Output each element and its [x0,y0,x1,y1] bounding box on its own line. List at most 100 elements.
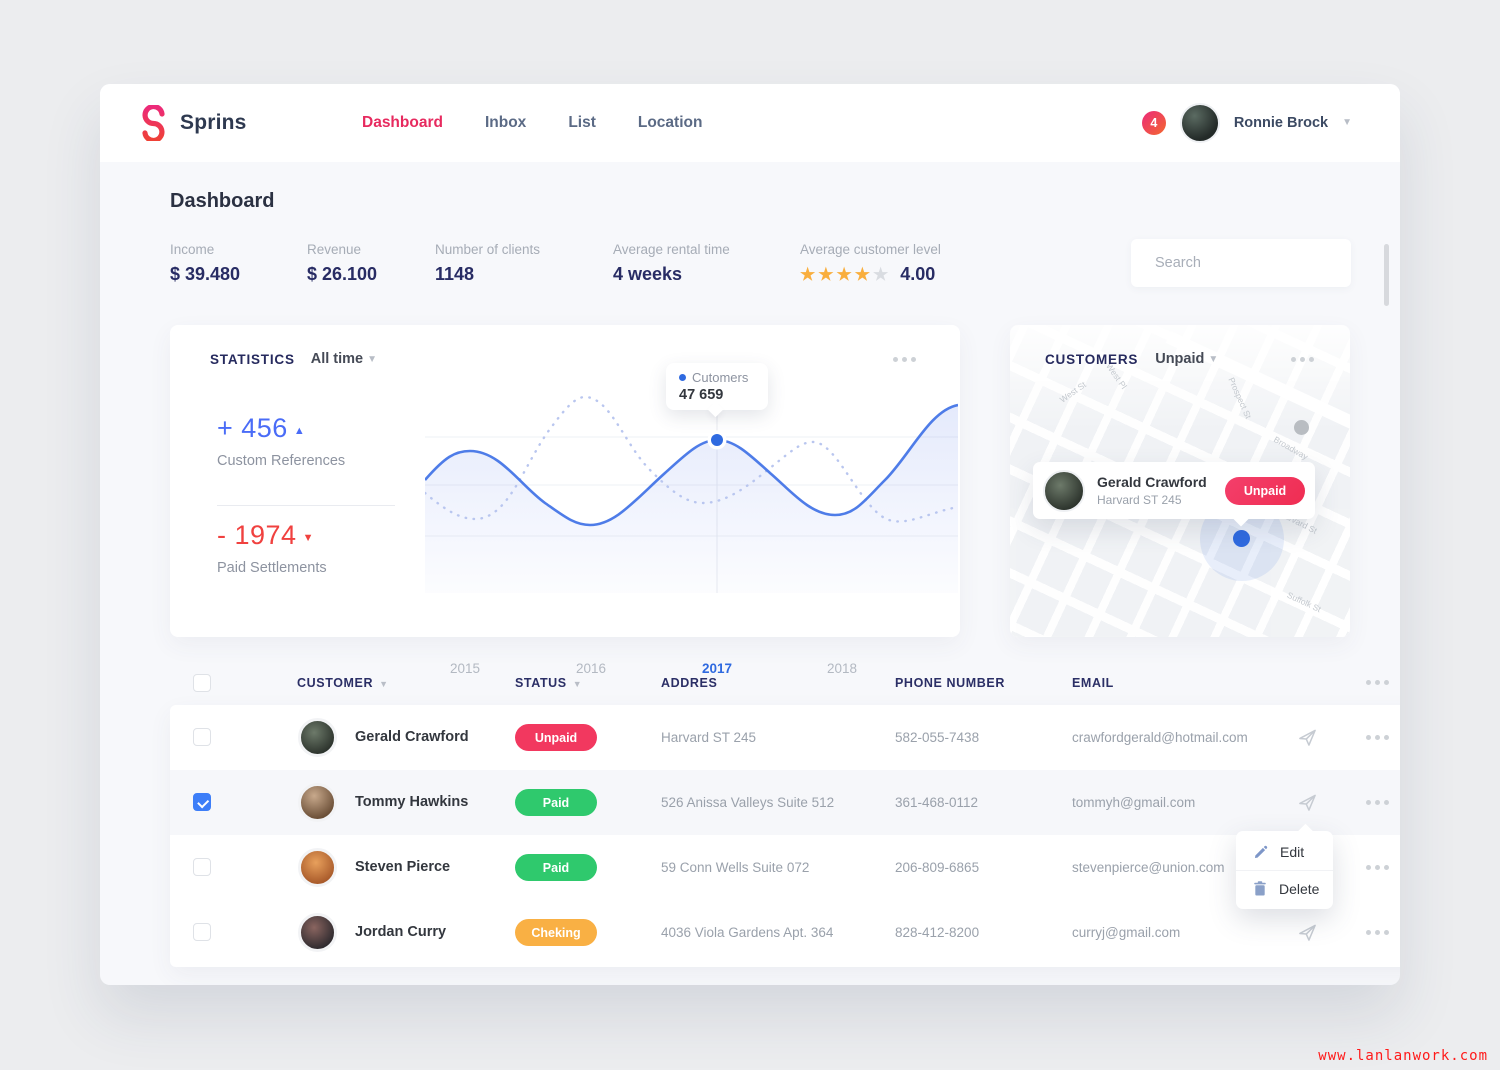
notification-badge[interactable]: 4 [1141,111,1166,135]
menu-item-delete[interactable]: Delete [1236,870,1333,906]
nav-location[interactable]: Location [637,114,703,131]
statistics-chart: 2015 2016 2017 2018 [423,385,960,676]
col-address[interactable]: ADDRES [661,676,718,690]
row-context-menu: Edit Delete [1236,831,1333,909]
metric-paid-settlements: - 1974 ▼ Paid Settlements [217,520,327,576]
col-email[interactable]: EMAIL [1072,676,1114,690]
row-more-menu[interactable] [1366,930,1389,935]
table-more-menu[interactable] [1366,680,1389,685]
customer-email: tommyh@gmail.com [1072,795,1196,810]
stat-rental-time: Average rental time 4 weeks [613,242,730,285]
row-checkbox[interactable] [193,923,211,941]
customer-phone: 206-809-6865 [895,860,980,875]
customer-popup-name: Gerald Crawford [1097,474,1207,490]
customers-more-menu[interactable] [1291,357,1314,362]
row-avatar [298,913,337,952]
nav-list[interactable]: List [568,114,596,131]
chart-tooltip: Cutomers 47 659 [666,363,768,410]
metric-label: Custom References [217,453,346,469]
header-right: 4 Ronnie Brock [1141,84,1352,162]
send-icon[interactable] [1298,793,1317,817]
customer-popup[interactable]: Gerald Crawford Harvard ST 245 Unpaid [1033,462,1315,519]
row-checkbox[interactable] [193,728,211,746]
axis-tick-2017[interactable]: 2017 [701,661,733,676]
stat-value: 1148 [435,264,475,284]
customer-popup-status-badge[interactable]: Unpaid [1225,476,1305,505]
table-row: Gerald Crawford Unpaid Harvard ST 245 58… [170,705,1400,770]
stat-value: $ 26.100 [307,264,378,284]
chart-marker[interactable] [711,434,723,446]
search-input[interactable] [1155,255,1342,271]
select-all-checkbox[interactable] [193,674,211,692]
axis-tick-2016[interactable]: 2016 [575,661,607,676]
customer-address: Harvard ST 245 [661,730,757,745]
customer-name: Gerald Crawford [355,729,469,745]
statistics-more-menu[interactable] [893,357,916,362]
table-header: CUSTOMER STATUS ADDRES PHONE NUMBER EMAI… [170,672,1400,698]
statistics-filter[interactable]: All time [311,351,377,367]
trash-icon [1254,881,1266,896]
status-badge: Paid [515,789,597,816]
row-avatar [298,848,337,887]
nav-inbox[interactable]: Inbox [484,114,527,131]
tooltip-value: 47 659 [679,387,724,403]
col-customer[interactable]: CUSTOMER [297,676,389,690]
col-phone[interactable]: PHONE NUMBER [895,676,1005,690]
send-icon[interactable] [1298,923,1317,947]
nav-dashboard[interactable]: Dashboard [362,114,443,131]
chevron-down-icon[interactable] [1342,117,1352,128]
axis-tick-2018[interactable]: 2018 [826,661,858,676]
table-row: Jordan Curry Cheking 4036 Viola Gardens … [170,900,1400,965]
stat-customer-level: Average customer level 4.00 [800,242,941,285]
row-checkbox[interactable] [193,858,211,876]
customer-name: Tommy Hawkins [355,794,469,810]
stat-label: Average customer level [800,242,941,257]
stat-value: $ 39.480 [170,264,241,284]
menu-item-edit[interactable]: Edit [1236,834,1333,870]
row-checkbox-checked[interactable] [193,793,211,811]
sort-icon [379,679,389,689]
customers-card: West St West Pl Prospect St Broadway Har… [1010,325,1350,637]
send-icon[interactable] [1298,728,1317,752]
app-header: Sprins Dashboard Inbox List Location 4 R… [100,84,1400,162]
customer-name: Steven Pierce [355,859,451,875]
customers-table: Gerald Crawford Unpaid Harvard ST 245 58… [170,705,1400,967]
customers-filter[interactable]: Unpaid [1155,351,1218,367]
brand: Sprins [138,84,247,162]
row-avatar [298,718,337,757]
map-poi-gray[interactable] [1294,420,1309,435]
customer-popup-avatar [1043,469,1085,512]
user-avatar[interactable] [1179,103,1220,143]
customer-popup-address: Harvard ST 245 [1097,493,1182,507]
col-status[interactable]: STATUS [515,676,582,690]
customer-phone: 828-412-8200 [895,925,980,940]
stat-revenue: Revenue $ 26.100 [307,242,377,285]
metric-label: Paid Settlements [217,560,327,576]
brand-name: Sprins [180,111,247,134]
user-name[interactable]: Ronnie Brock [1233,115,1329,131]
stat-label: Average rental time [613,242,730,257]
scrollbar-thumb[interactable] [1384,244,1389,306]
sprins-logo-icon [142,105,165,141]
axis-tick-2015[interactable]: 2015 [449,661,481,676]
chevron-down-icon [367,354,377,365]
row-more-menu[interactable] [1366,735,1389,740]
row-more-menu[interactable] [1366,865,1389,870]
search-box [1131,239,1351,287]
customers-title: CUSTOMERS [1045,351,1139,367]
customer-phone: 582-055-7438 [895,730,980,745]
chart-area-fill [425,405,958,593]
customer-email: curryj@gmail.com [1072,925,1181,940]
status-badge: Paid [515,854,597,881]
arrow-up-icon: ▲ [293,425,306,437]
table-row: Steven Pierce Paid 59 Conn Wells Suite 0… [170,835,1400,900]
menu-label: Delete [1279,880,1320,897]
statistics-title: STATISTICS [210,351,295,367]
stat-label: Revenue [307,242,362,257]
stat-income: Income $ 39.480 [170,242,240,285]
page-title: Dashboard [170,190,275,212]
map-poi-blue[interactable] [1233,530,1250,547]
row-more-menu[interactable] [1366,800,1389,805]
divider [217,505,395,506]
table-row: Tommy Hawkins Paid 526 Anissa Valleys Su… [170,770,1400,835]
